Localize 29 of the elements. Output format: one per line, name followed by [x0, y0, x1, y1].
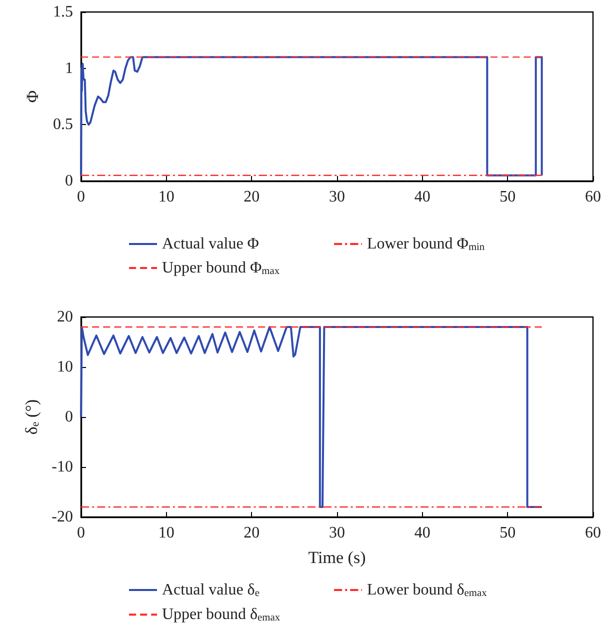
y-tick-label: 0: [65, 172, 73, 190]
legend-label: Actual value Φ: [162, 236, 260, 252]
x-tick-label: 60: [585, 524, 601, 542]
x-tick-label: 40: [414, 188, 430, 206]
y-tick-label: 1.5: [53, 4, 73, 20]
y-axis-title: δe (°): [22, 399, 42, 435]
x-tick-label: 10: [158, 524, 174, 542]
y-tick-label: -20: [52, 508, 73, 526]
x-tick-label: 50: [500, 524, 516, 542]
x-tick-label: 10: [158, 188, 174, 206]
y-tick-label: -10: [52, 458, 73, 476]
x-tick-label: 40: [414, 524, 430, 542]
x-tick-label: 0: [77, 188, 85, 206]
x-tick-label: 20: [244, 524, 260, 542]
x-axis-title: Time (s): [308, 548, 366, 567]
y-tick-label: 0.5: [53, 116, 73, 134]
x-tick-label: 60: [585, 188, 601, 206]
x-tick-label: 20: [244, 188, 260, 206]
x-tick-label: 30: [329, 188, 345, 206]
y-tick-label: 20: [57, 308, 73, 326]
x-tick-label: 50: [500, 188, 516, 206]
y-tick-label: 0: [65, 408, 73, 426]
y-tick-label: 1: [65, 60, 73, 77]
x-tick-label: 0: [77, 524, 85, 542]
y-axis-title: Φ: [23, 90, 42, 103]
x-tick-label: 30: [329, 524, 345, 542]
y-tick-label: 10: [57, 358, 73, 376]
line-series: [80, 56, 543, 176]
line-series: [80, 326, 543, 508]
